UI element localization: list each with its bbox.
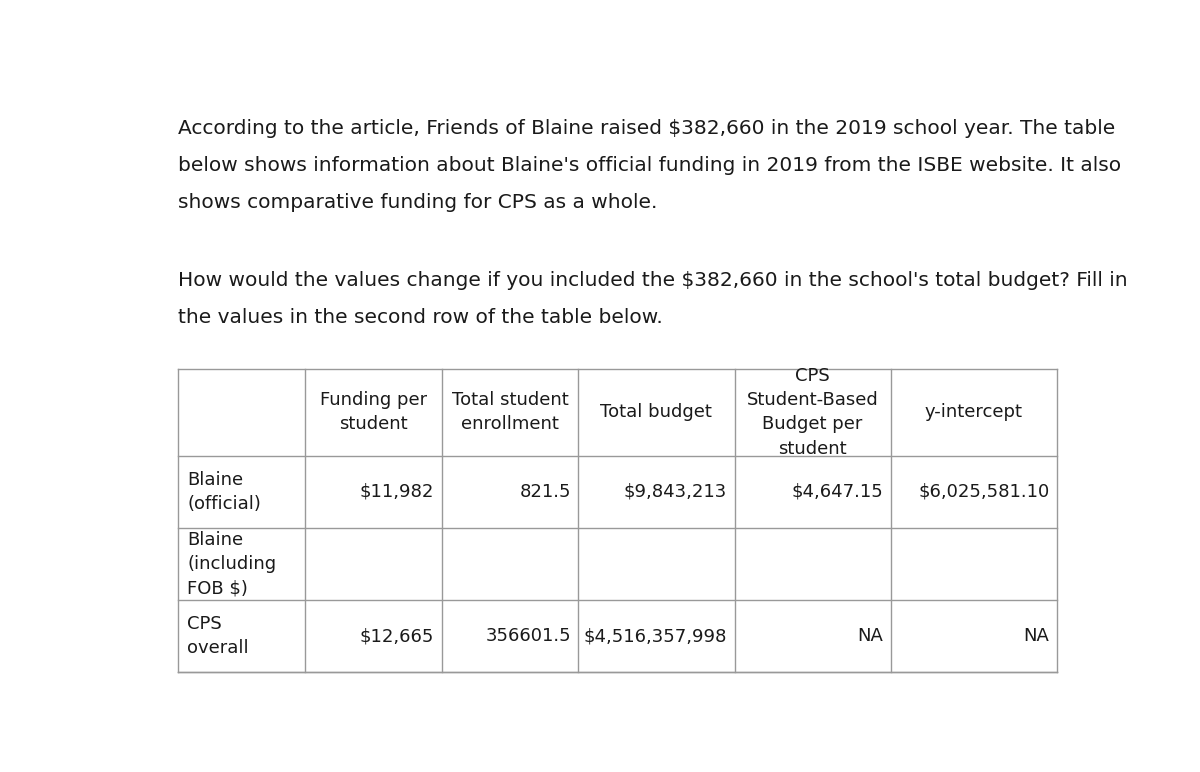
Bar (178, 369, 1057, 672)
Text: How would the values change if you included the $382,660 in the school's total b: How would the values change if you inclu… (178, 271, 1128, 290)
Text: NA: NA (1024, 627, 1049, 645)
Text: $12,665: $12,665 (360, 627, 434, 645)
Text: shows comparative funding for CPS as a whole.: shows comparative funding for CPS as a w… (178, 193, 658, 212)
Text: 356601.5: 356601.5 (485, 627, 571, 645)
Text: the values in the second row of the table below.: the values in the second row of the tabl… (178, 308, 662, 327)
Text: $4,647.15: $4,647.15 (792, 482, 883, 501)
Text: $11,982: $11,982 (360, 482, 434, 501)
Text: $6,025,581.10: $6,025,581.10 (918, 482, 1049, 501)
Text: CPS
overall: CPS overall (187, 615, 248, 657)
Text: Funding per
student: Funding per student (319, 391, 427, 433)
Text: $9,843,213: $9,843,213 (624, 482, 727, 501)
Text: y-intercept: y-intercept (925, 403, 1022, 422)
Text: $4,516,357,998: $4,516,357,998 (583, 627, 727, 645)
Text: below shows information about Blaine's official funding in 2019 from the ISBE we: below shows information about Blaine's o… (178, 156, 1121, 175)
Text: Blaine
(including
FOB $): Blaine (including FOB $) (187, 530, 276, 598)
Text: NA: NA (858, 627, 883, 645)
Text: Blaine
(official): Blaine (official) (187, 470, 262, 513)
Text: 821.5: 821.5 (520, 482, 571, 501)
Text: CPS
Student-Based
Budget per
student: CPS Student-Based Budget per student (746, 367, 878, 458)
Text: Total student
enrollment: Total student enrollment (451, 391, 569, 433)
Text: According to the article, Friends of Blaine raised $382,660 in the 2019 school y: According to the article, Friends of Bla… (178, 120, 1115, 138)
Text: Total budget: Total budget (600, 403, 713, 422)
